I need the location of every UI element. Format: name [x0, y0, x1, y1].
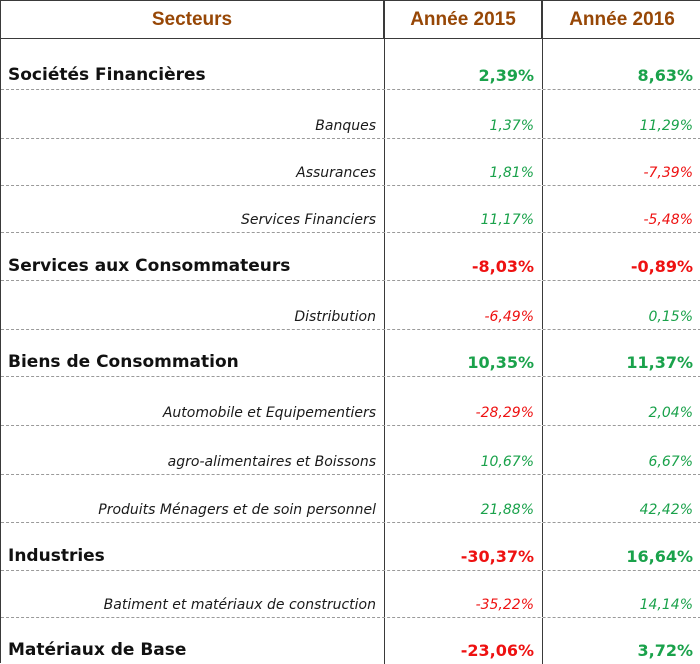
table-row: Distribution -6,49% 0,15% — [1, 281, 700, 330]
value-2015: 10,35% — [385, 330, 543, 376]
value-2016: 11,37% — [626, 353, 693, 372]
value-2015: 1,81% — [385, 139, 543, 185]
value-2015: -28,29% — [385, 377, 543, 425]
value-2016: 42,42% — [639, 502, 693, 518]
header-sector: Secteurs — [1, 1, 385, 38]
value-2016: -5,48% — [643, 212, 693, 228]
header-year-2015: Année 2015 — [385, 1, 543, 38]
value-2015: 1,37% — [385, 90, 543, 138]
value-2016: 2,04% — [648, 405, 693, 421]
table-row: Banques 1,37% 11,29% — [1, 90, 700, 139]
header-year-2016: Année 2016 — [569, 8, 675, 30]
value-2015: -8,03% — [385, 233, 543, 280]
subsector-label: Batiment et matériaux de construction — [1, 571, 385, 617]
subsector-label: Assurances — [1, 139, 385, 185]
subsector-label: Automobile et Equipementiers — [1, 377, 385, 425]
table-row: Produits Ménagers et de soin personnel 21… — [1, 475, 700, 523]
value-2016: 16,64% — [626, 547, 693, 566]
subsector-label: Banques — [1, 90, 385, 138]
value-2015: -6,49% — [385, 281, 543, 329]
value-2015: 10,67% — [385, 426, 543, 474]
value-2015: -23,06% — [385, 618, 543, 664]
table-row: Sociétés Financières 2,39% 8,63% — [1, 39, 700, 90]
value-2015: 2,39% — [385, 39, 543, 89]
table-row: Services Financiers 11,17% -5,48% — [1, 186, 700, 233]
value-2015: 21,88% — [385, 475, 543, 522]
table-row: Automobile et Equipementiers -28,29% 2,04% — [1, 377, 700, 426]
value-2016: 0,15% — [648, 309, 693, 325]
subsector-label: agro-alimentaires et Boissons — [1, 426, 385, 474]
subsector-label: Produits Ménagers et de soin personnel — [1, 475, 385, 522]
value-2016: 11,29% — [639, 118, 693, 134]
table-row: agro-alimentaires et Boissons 10,67% 6,67% — [1, 426, 700, 475]
sector-label: Sociétés Financières — [1, 39, 385, 89]
value-2016: 3,72% — [637, 641, 693, 660]
value-2016: 8,63% — [637, 66, 693, 85]
sector-label: Matériaux de Base — [1, 618, 385, 664]
value-2016: 6,67% — [648, 454, 693, 470]
table-row: Matériaux de Base -23,06% 3,72% — [1, 618, 700, 664]
value-2015: -30,37% — [385, 523, 543, 570]
value-2016: -7,39% — [643, 165, 693, 181]
table-row: Services aux Consommateurs -8,03% -0,89% — [1, 233, 700, 281]
value-2016: -0,89% — [630, 257, 693, 276]
subsector-label: Services Financiers — [1, 186, 385, 232]
sector-label: Biens de Consommation — [1, 330, 385, 376]
table-row: Assurances 1,81% -7,39% — [1, 139, 700, 186]
sector-label: Services aux Consommateurs — [1, 233, 385, 280]
table-row: Biens de Consommation 10,35% 11,37% — [1, 330, 700, 377]
table-row: Batiment et matériaux de construction -35… — [1, 571, 700, 618]
value-2015: -35,22% — [385, 571, 543, 617]
table-row: Industries -30,37% 16,64% — [1, 523, 700, 571]
table-header-row: Secteurs Année 2015 Année 2016 — [1, 1, 700, 39]
sector-label: Industries — [1, 523, 385, 570]
subsector-label: Distribution — [1, 281, 385, 329]
value-2016: 14,14% — [639, 597, 693, 613]
value-2015: 11,17% — [385, 186, 543, 232]
